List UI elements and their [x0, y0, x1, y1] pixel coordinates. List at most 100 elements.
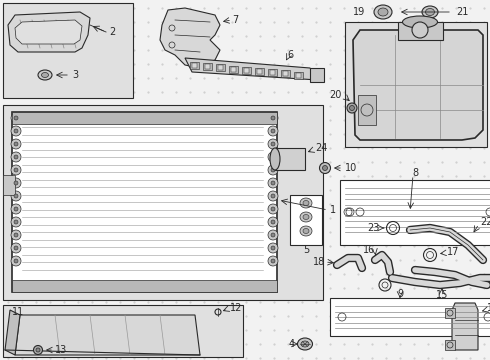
- Text: 1: 1: [330, 205, 336, 215]
- Circle shape: [11, 126, 21, 136]
- Polygon shape: [452, 303, 478, 350]
- Circle shape: [11, 139, 21, 149]
- Circle shape: [14, 142, 18, 146]
- Circle shape: [268, 256, 278, 266]
- Circle shape: [268, 152, 278, 162]
- Bar: [218, 66, 223, 71]
- Circle shape: [11, 204, 21, 214]
- Text: 5: 5: [303, 245, 309, 255]
- Circle shape: [11, 165, 21, 175]
- Circle shape: [14, 259, 18, 263]
- Circle shape: [271, 116, 275, 120]
- Bar: [275, 148, 305, 170]
- Circle shape: [271, 155, 275, 159]
- Ellipse shape: [374, 5, 392, 19]
- Bar: [358, 95, 376, 125]
- Polygon shape: [185, 58, 318, 80]
- Bar: [190, 62, 199, 69]
- Ellipse shape: [38, 70, 52, 80]
- Bar: [3, 175, 15, 195]
- Circle shape: [271, 207, 275, 211]
- Bar: [205, 64, 210, 69]
- Bar: [310, 68, 324, 82]
- Circle shape: [11, 178, 21, 188]
- Bar: [242, 67, 251, 74]
- Text: 22: 22: [480, 217, 490, 227]
- Text: 21: 21: [456, 7, 468, 17]
- Circle shape: [271, 220, 275, 224]
- Circle shape: [271, 129, 275, 133]
- Text: 7: 7: [232, 15, 238, 25]
- Circle shape: [268, 217, 278, 227]
- Bar: [270, 70, 275, 75]
- Circle shape: [412, 22, 428, 38]
- Ellipse shape: [319, 162, 330, 174]
- Ellipse shape: [303, 229, 309, 234]
- Text: 24: 24: [315, 143, 327, 153]
- Circle shape: [271, 168, 275, 172]
- Text: 20: 20: [330, 90, 342, 100]
- Bar: [398, 22, 443, 40]
- Text: 13: 13: [55, 345, 67, 355]
- Bar: [3, 3, 133, 98]
- Bar: [294, 72, 303, 78]
- Bar: [281, 71, 290, 77]
- Polygon shape: [8, 12, 90, 52]
- Circle shape: [268, 178, 278, 188]
- Circle shape: [11, 152, 21, 162]
- Polygon shape: [353, 30, 483, 140]
- Bar: [229, 66, 238, 73]
- Bar: [203, 63, 212, 70]
- Bar: [192, 63, 197, 68]
- Circle shape: [14, 168, 18, 172]
- Circle shape: [14, 194, 18, 198]
- Bar: [3, 105, 323, 300]
- Ellipse shape: [349, 105, 354, 111]
- Circle shape: [14, 155, 18, 159]
- Circle shape: [268, 113, 278, 123]
- Text: 15: 15: [436, 290, 448, 300]
- Bar: [445, 340, 455, 350]
- Circle shape: [11, 191, 21, 201]
- Polygon shape: [5, 310, 20, 355]
- Bar: [330, 298, 490, 336]
- Ellipse shape: [347, 103, 357, 113]
- Circle shape: [271, 233, 275, 237]
- Ellipse shape: [402, 16, 438, 28]
- Bar: [345, 22, 487, 147]
- Bar: [257, 69, 262, 74]
- Bar: [3, 305, 243, 357]
- Text: 11: 11: [12, 307, 24, 317]
- Ellipse shape: [303, 201, 309, 206]
- Ellipse shape: [42, 72, 49, 77]
- Bar: [290, 195, 322, 245]
- Circle shape: [268, 191, 278, 201]
- Circle shape: [271, 194, 275, 198]
- Circle shape: [11, 113, 21, 123]
- Circle shape: [268, 139, 278, 149]
- Bar: [296, 73, 301, 78]
- Bar: [12, 280, 277, 292]
- Circle shape: [11, 243, 21, 253]
- Text: 4: 4: [289, 339, 295, 349]
- Bar: [283, 71, 288, 76]
- Circle shape: [14, 116, 18, 120]
- Ellipse shape: [300, 198, 312, 208]
- Ellipse shape: [300, 226, 312, 236]
- Text: 6: 6: [287, 50, 293, 60]
- Circle shape: [11, 230, 21, 240]
- Circle shape: [268, 230, 278, 240]
- Text: 8: 8: [412, 168, 418, 178]
- Ellipse shape: [300, 212, 312, 222]
- Circle shape: [271, 259, 275, 263]
- Text: 19: 19: [353, 7, 365, 17]
- Text: 16: 16: [363, 245, 375, 255]
- Bar: [216, 64, 225, 71]
- Polygon shape: [160, 8, 220, 68]
- Text: 14: 14: [487, 303, 490, 313]
- Text: 2: 2: [109, 27, 115, 37]
- Polygon shape: [15, 20, 82, 44]
- Circle shape: [14, 181, 18, 185]
- Text: 23: 23: [368, 223, 380, 233]
- Circle shape: [14, 220, 18, 224]
